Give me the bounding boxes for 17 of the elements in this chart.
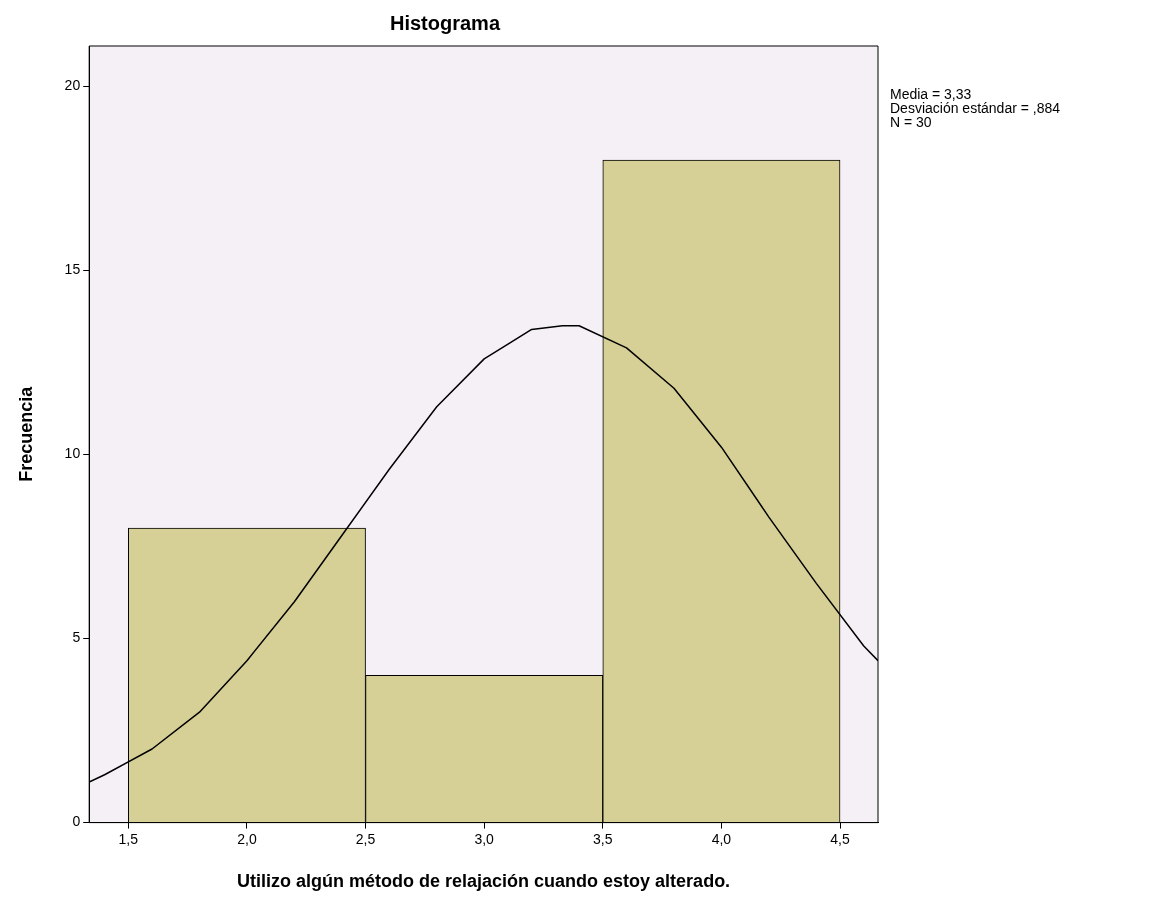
y-tick-label: 0: [72, 813, 81, 830]
text: Media = 3,33: [890, 85, 972, 102]
x-tick-label: 4,0: [711, 830, 732, 847]
x-tick-label: 3,5: [593, 830, 613, 847]
y-tick-label: 10: [64, 445, 81, 462]
text: N = 30: [890, 113, 932, 130]
x-tick-label: 3,0: [474, 830, 495, 847]
y-axis-title: Frecuencia: [15, 385, 36, 482]
x-tick-label: 4,5: [830, 830, 850, 847]
x-tick-label: 2,5: [355, 830, 376, 847]
x-axis-title: Utilizo algún método de relajación cuando estoy alterado.: [237, 871, 731, 892]
chart-title: Histograma: [389, 11, 501, 34]
x-tick-label: 2,0: [237, 830, 257, 847]
x-tick-label: 1,5: [118, 830, 139, 847]
y-tick-label: 15: [64, 261, 81, 278]
y-tick-label: 5: [72, 629, 81, 646]
y-tick-label: 20: [64, 77, 81, 94]
